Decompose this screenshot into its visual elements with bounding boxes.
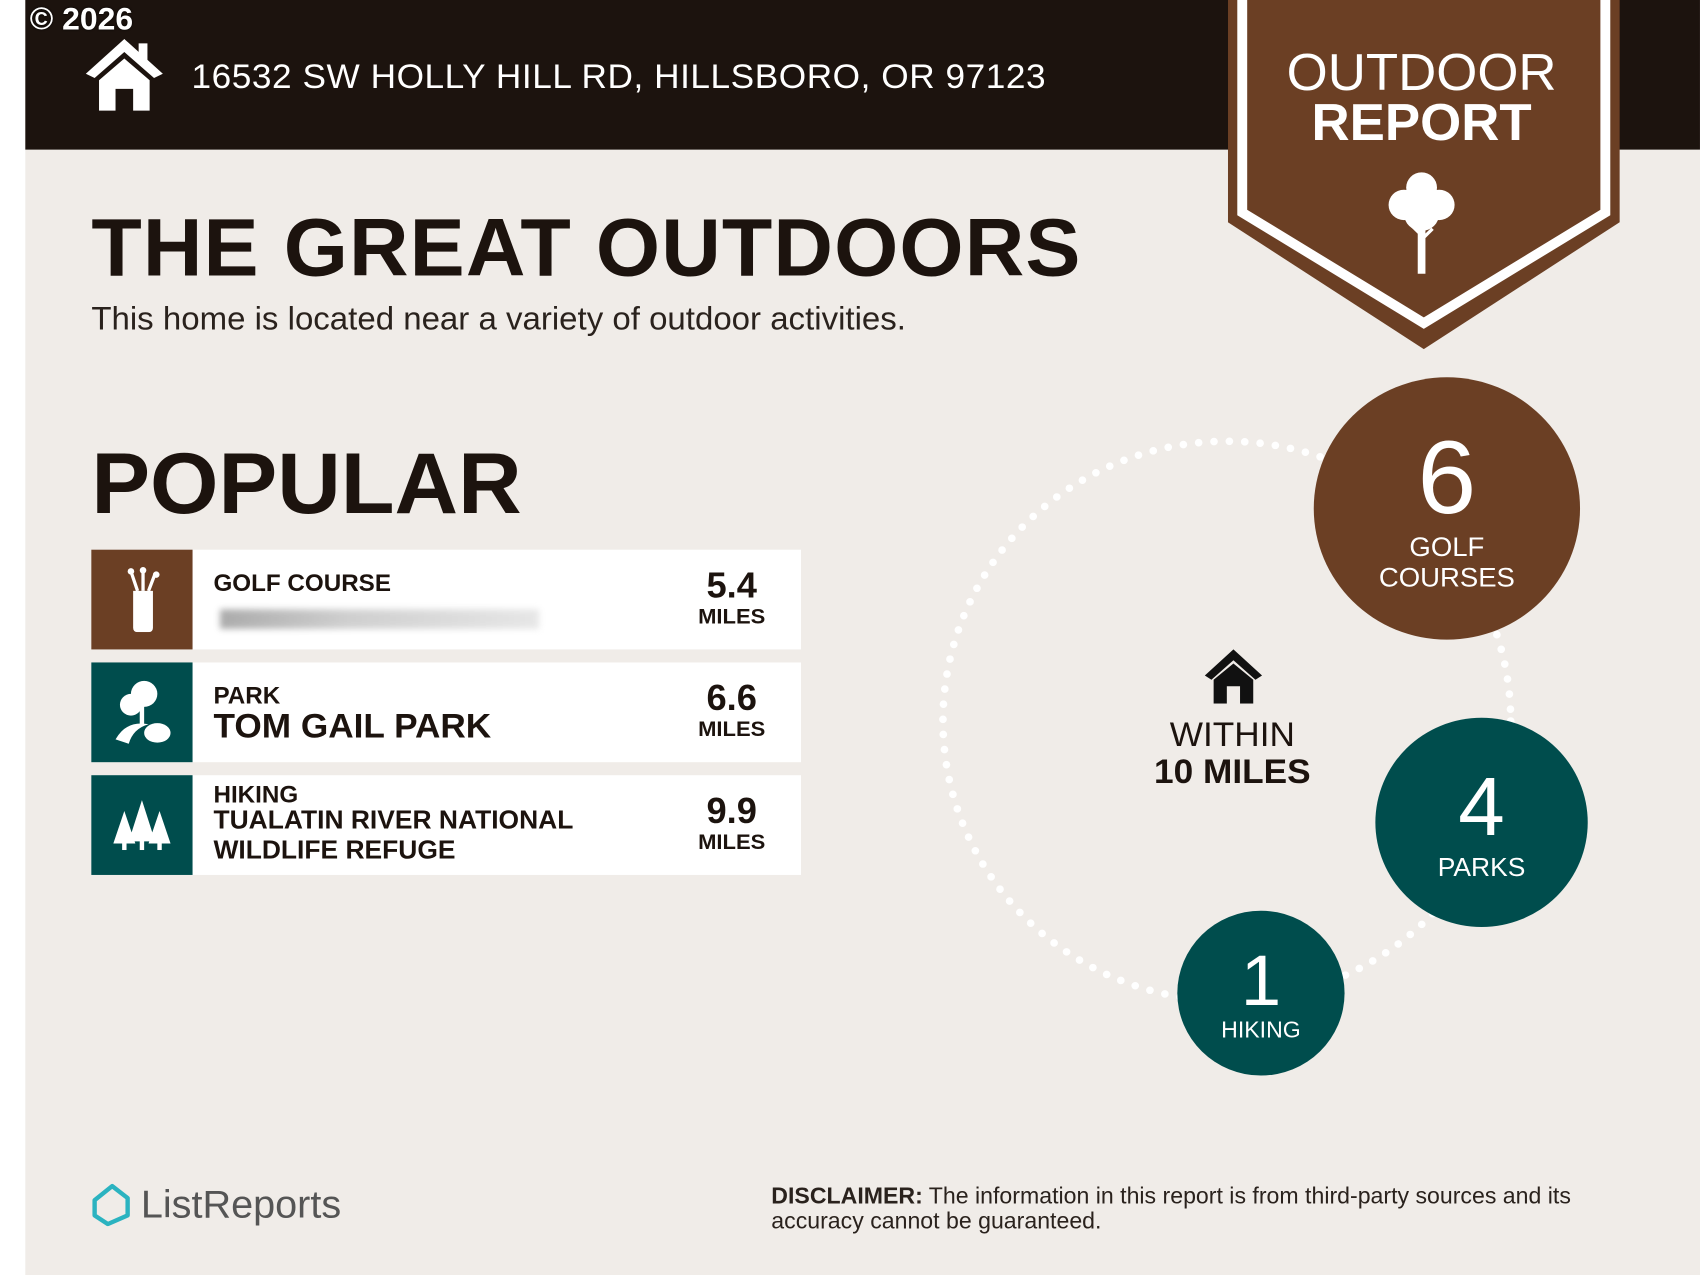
house-icon bbox=[85, 39, 163, 111]
item-distance: 6.6 MILES bbox=[682, 677, 781, 743]
count-label: HIKING bbox=[1221, 1018, 1301, 1044]
distance-unit: MILES bbox=[698, 830, 766, 855]
home-icon bbox=[1204, 649, 1263, 704]
count-value: 6 bbox=[1417, 419, 1477, 536]
item-category: PARK bbox=[213, 681, 281, 710]
count-value: 1 bbox=[1240, 940, 1282, 1021]
item-distance: 5.4 MILES bbox=[682, 564, 781, 630]
count-label: PARKS bbox=[1437, 852, 1526, 882]
item-distance: 9.9 MILES bbox=[682, 790, 781, 856]
popular-heading: POPULAR bbox=[91, 434, 522, 532]
parks-count-circle: 4 PARKS bbox=[1375, 717, 1588, 927]
park-trees-icon bbox=[91, 662, 193, 763]
within-label: WITHIN bbox=[1169, 714, 1295, 754]
disclaimer-label: DISCLAIMER: bbox=[771, 1183, 923, 1209]
page-title: THE GREAT OUTDOORS bbox=[91, 201, 1082, 293]
count-value: 4 bbox=[1458, 760, 1505, 853]
distance-value: 5.4 bbox=[706, 564, 757, 605]
popular-item-golf[interactable]: GOLF COURSE 5.4 MILES bbox=[91, 549, 802, 650]
item-category: GOLF COURSE bbox=[213, 569, 391, 597]
radius-value: 10 MILES bbox=[1154, 751, 1311, 791]
redacted-name bbox=[220, 609, 540, 629]
item-name: TUALATIN RIVER NATIONAL WILDLIFE REFUGE bbox=[213, 805, 573, 866]
item-name: TOM GAIL PARK bbox=[213, 705, 492, 745]
badge-line2: REPORT bbox=[1311, 94, 1532, 152]
count-label-2: COURSES bbox=[1378, 562, 1515, 594]
disclaimer-text: The information in this report is from t… bbox=[771, 1183, 1571, 1234]
badge-line1: OUTDOOR bbox=[1286, 44, 1557, 102]
page-subtitle: This home is located near a variety of o… bbox=[91, 301, 906, 338]
listreports-logo-icon bbox=[92, 1183, 130, 1227]
distance-unit: MILES bbox=[698, 717, 766, 742]
count-label: GOLF bbox=[1409, 532, 1485, 563]
distance-value: 9.9 bbox=[706, 790, 757, 831]
badge-title: OUTDOOR REPORT bbox=[1228, 44, 1615, 152]
within-radius: WITHIN 10 MILES bbox=[1122, 716, 1342, 790]
popular-item-park[interactable]: PARK TOM GAIL PARK 6.6 MILES bbox=[91, 662, 802, 763]
disclaimer: DISCLAIMER: The information in this repo… bbox=[771, 1184, 1651, 1234]
pine-trees-icon bbox=[91, 775, 193, 875]
hiking-count-circle: 1 HIKING bbox=[1177, 910, 1345, 1076]
popular-item-hiking[interactable]: HIKING TUALATIN RIVER NATIONAL WILDLIFE … bbox=[91, 775, 802, 875]
copyright: © 2026 bbox=[29, 2, 134, 37]
property-address: 16532 SW HOLLY HILL RD, HILLSBORO, OR 97… bbox=[191, 56, 1047, 96]
distance-value: 6.6 bbox=[706, 677, 757, 718]
item-category: HIKING bbox=[213, 780, 299, 808]
listreports-logo[interactable]: ListReports bbox=[90, 1182, 341, 1228]
tree-icon bbox=[1388, 172, 1455, 274]
golf-count-circle: 6 GOLF COURSES bbox=[1313, 377, 1581, 640]
distance-unit: MILES bbox=[698, 604, 766, 629]
logo-text: ListReports bbox=[140, 1181, 342, 1227]
golf-bag-icon bbox=[91, 549, 193, 650]
